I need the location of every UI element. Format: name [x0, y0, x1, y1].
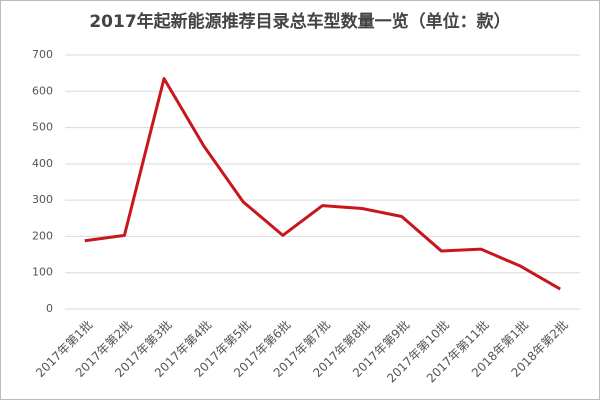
data-line — [84, 77, 561, 291]
y-tick-label: 500 — [32, 121, 53, 134]
y-tick-label: 0 — [46, 302, 53, 315]
y-tick-label: 600 — [32, 84, 53, 97]
y-tick-label: 700 — [32, 48, 53, 61]
y-tick-label: 400 — [32, 157, 53, 170]
y-tick-label: 200 — [32, 229, 53, 242]
chart-title: 2017年起新能源推荐目录总车型数量一览（单位：款） — [89, 11, 510, 32]
y-tick-label: 100 — [32, 266, 53, 279]
y-tick-label: 300 — [32, 193, 53, 206]
